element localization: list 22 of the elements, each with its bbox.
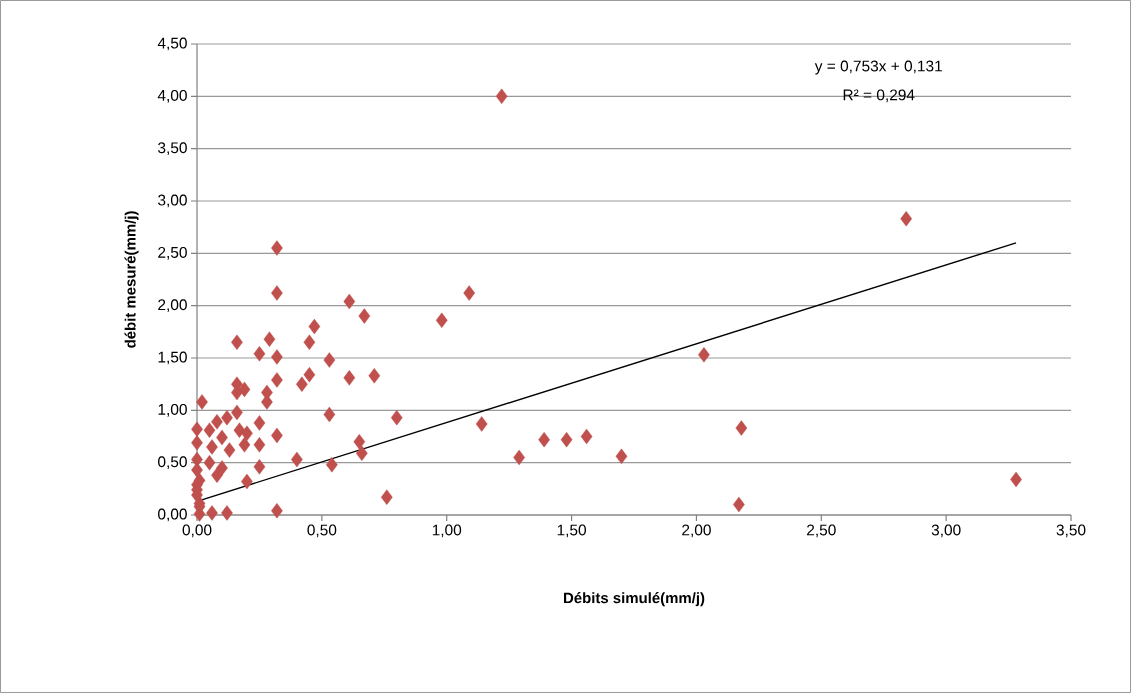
- x-tick-label: 2,00: [682, 524, 711, 538]
- x-tick-label: 2,50: [807, 524, 836, 538]
- y-tick-label: 4,50: [157, 37, 187, 51]
- x-axis-title: Débits simulé(mm/j): [564, 592, 705, 607]
- y-tick-label: 3,50: [158, 142, 187, 156]
- x-tick-label: 3,00: [931, 524, 961, 538]
- y-tick-label: 0,00: [158, 508, 187, 522]
- annotation: y = 0,753x + 0,131: [814, 60, 942, 75]
- y-axis-title: débit mesuré(mm/j): [124, 211, 139, 348]
- y-tick-label: 2,50: [158, 246, 187, 260]
- x-tick-label: 0,50: [307, 524, 337, 538]
- x-tick-label: 1,50: [557, 524, 586, 538]
- y-tick-label: 1,50: [158, 351, 187, 365]
- x-tick-label: 0,00: [182, 524, 212, 538]
- x-tick-label: 1,00: [432, 524, 462, 538]
- annotation: R² = 0,294: [843, 89, 915, 103]
- y-tick-label: 0,50: [158, 456, 187, 470]
- y-tick-label: 1,00: [158, 403, 187, 417]
- y-tick-label: 3,00: [158, 194, 187, 208]
- x-tick-label: 3,50: [1056, 524, 1086, 538]
- y-tick-label: 2,00: [158, 299, 187, 313]
- y-tick-label: 4,00: [157, 89, 187, 103]
